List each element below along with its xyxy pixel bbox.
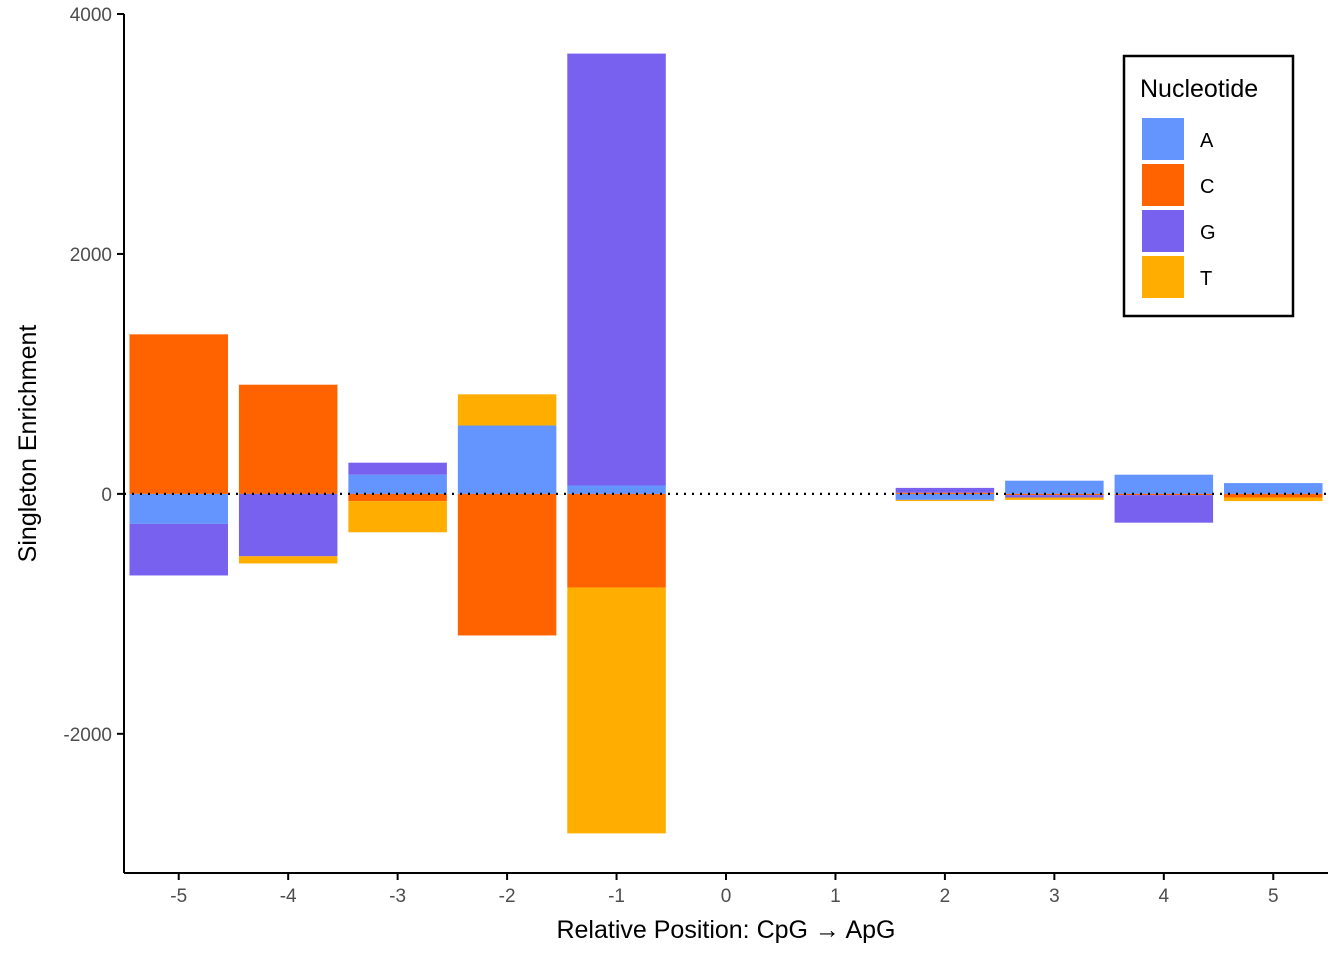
x-tick-label: -5 bbox=[170, 886, 187, 907]
bar-C-pos-4 bbox=[238, 384, 338, 494]
x-tick-label: 1 bbox=[830, 886, 841, 907]
bar-G-pos-4 bbox=[238, 493, 338, 557]
bar-A-pos3 bbox=[1005, 480, 1104, 494]
bar-G-pos2 bbox=[895, 487, 995, 493]
bar-T-pos5 bbox=[1224, 497, 1323, 502]
x-tick-label: 0 bbox=[721, 886, 732, 907]
x-tick-label: -2 bbox=[499, 886, 516, 907]
legend-label-C: C bbox=[1200, 176, 1214, 198]
bar-A-pos-1 bbox=[567, 485, 666, 494]
x-tick-label: -4 bbox=[280, 886, 297, 907]
y-axis-title: Singleton Enrichment bbox=[14, 325, 42, 563]
y-tick-label: 4000 bbox=[70, 5, 112, 26]
legend-label-T: T bbox=[1200, 268, 1212, 290]
bar-G-pos-1 bbox=[567, 53, 666, 486]
bar-G-pos-3 bbox=[348, 462, 447, 475]
x-tick-label: -3 bbox=[389, 886, 406, 907]
legend-swatch-T bbox=[1142, 256, 1184, 298]
legend-swatch-G bbox=[1142, 210, 1184, 252]
x-axis-title: Relative Position: CpG → ApG bbox=[556, 916, 895, 944]
bar-C-pos-3 bbox=[348, 493, 447, 502]
legend-label-A: A bbox=[1200, 130, 1214, 152]
bar-T-pos3 bbox=[1005, 497, 1104, 500]
bar-C-pos5 bbox=[1224, 493, 1323, 498]
x-tick-label: 5 bbox=[1268, 886, 1279, 907]
bar-T-pos-3 bbox=[348, 501, 447, 533]
bar-C-pos-5 bbox=[129, 334, 228, 494]
bar-G-pos4 bbox=[1114, 495, 1214, 523]
bar-layer bbox=[129, 53, 1323, 834]
x-ticks: -5 -4 -3 -2 -1 0 1 2 3 4 5 bbox=[170, 873, 1279, 907]
y-tick-label: 2000 bbox=[70, 245, 112, 266]
y-ticks: -2000 0 2000 4000 bbox=[63, 5, 124, 746]
bar-A-pos4 bbox=[1114, 474, 1214, 494]
bar-G-pos3 bbox=[1005, 495, 1104, 498]
axes: -2000 0 2000 4000 -5 -4 -3 -2 -1 0 1 2 3 4 5 bbox=[63, 5, 1328, 907]
bar-C-pos2 bbox=[895, 492, 995, 494]
legend-swatch-C bbox=[1142, 164, 1184, 206]
x-tick-label: 2 bbox=[940, 886, 951, 907]
legend-title: Nucleotide bbox=[1140, 75, 1258, 103]
bar-A-pos-5 bbox=[129, 493, 228, 524]
bar-T-pos-1 bbox=[567, 587, 666, 834]
bar-A-pos-2 bbox=[457, 425, 557, 494]
y-tick-label: -2000 bbox=[63, 725, 112, 746]
bar-T-pos-4 bbox=[238, 556, 338, 564]
bar-C-pos-1 bbox=[567, 493, 666, 588]
bar-T-pos-2 bbox=[457, 394, 557, 426]
legend: Nucleotide A C G T bbox=[1122, 54, 1295, 318]
bar-C-pos4 bbox=[1114, 493, 1214, 496]
legend-items: A C G T bbox=[1142, 118, 1216, 298]
bar-A-pos2 bbox=[895, 493, 995, 500]
x-tick-label: 3 bbox=[1049, 886, 1060, 907]
bar-C-pos3 bbox=[1005, 493, 1104, 496]
legend-label-G: G bbox=[1200, 222, 1216, 244]
y-tick-label: 0 bbox=[101, 485, 112, 506]
x-tick-label: 4 bbox=[1159, 886, 1170, 907]
bar-T-pos2 bbox=[895, 499, 995, 502]
bar-C-pos-2 bbox=[457, 493, 557, 636]
bar-G-pos-5 bbox=[129, 523, 228, 576]
x-tick-label: -1 bbox=[608, 886, 625, 907]
bar-A-pos5 bbox=[1224, 483, 1323, 494]
legend-swatch-A bbox=[1142, 118, 1184, 160]
bar-A-pos-3 bbox=[348, 474, 447, 494]
